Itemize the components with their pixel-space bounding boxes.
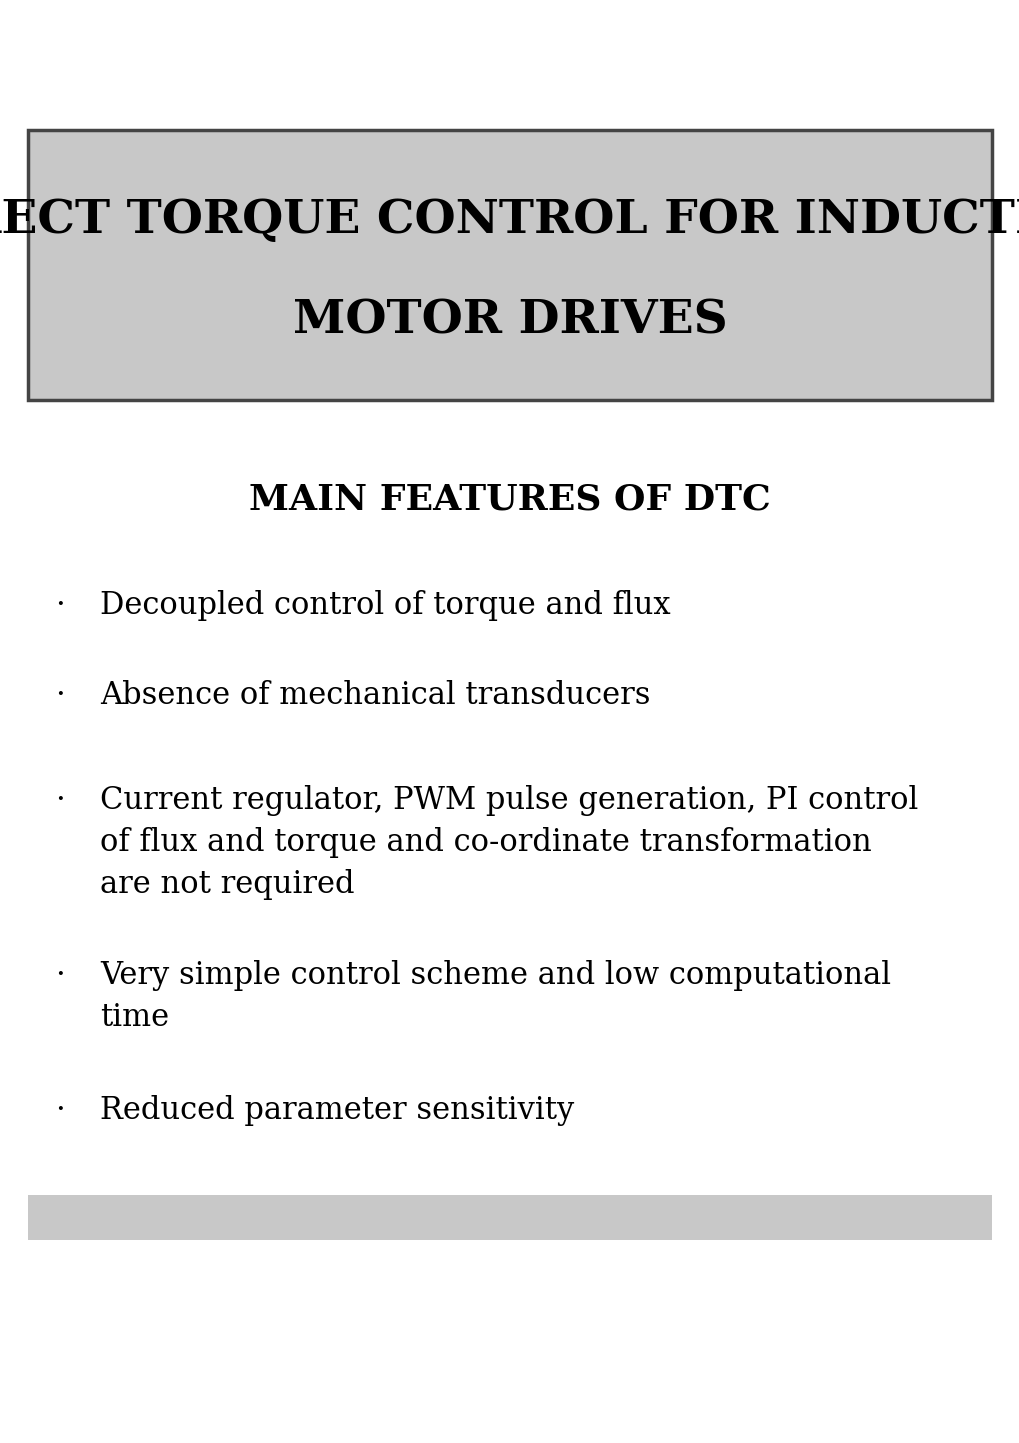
Text: ·: · bbox=[55, 1095, 64, 1126]
Text: ·: · bbox=[55, 785, 64, 815]
Text: Absence of mechanical transducers: Absence of mechanical transducers bbox=[100, 680, 650, 711]
Text: MAIN FEATURES OF DTC: MAIN FEATURES OF DTC bbox=[249, 483, 770, 517]
Text: ·: · bbox=[55, 680, 64, 711]
Bar bbox=[28, 130, 991, 400]
Text: Reduced parameter sensitivity: Reduced parameter sensitivity bbox=[100, 1095, 574, 1126]
Text: Decoupled control of torque and flux: Decoupled control of torque and flux bbox=[100, 590, 669, 620]
Text: MOTOR DRIVES: MOTOR DRIVES bbox=[292, 297, 727, 343]
Text: Current regulator, PWM pulse generation, PI control
of flux and torque and co-or: Current regulator, PWM pulse generation,… bbox=[100, 785, 917, 899]
Text: ·: · bbox=[55, 960, 64, 991]
Text: DIRECT TORQUE CONTROL FOR INDUCTION: DIRECT TORQUE CONTROL FOR INDUCTION bbox=[0, 198, 1019, 242]
Bar bbox=[28, 1195, 991, 1240]
Text: Very simple control scheme and low computational
time: Very simple control scheme and low compu… bbox=[100, 960, 891, 1033]
Text: ·: · bbox=[55, 590, 64, 620]
